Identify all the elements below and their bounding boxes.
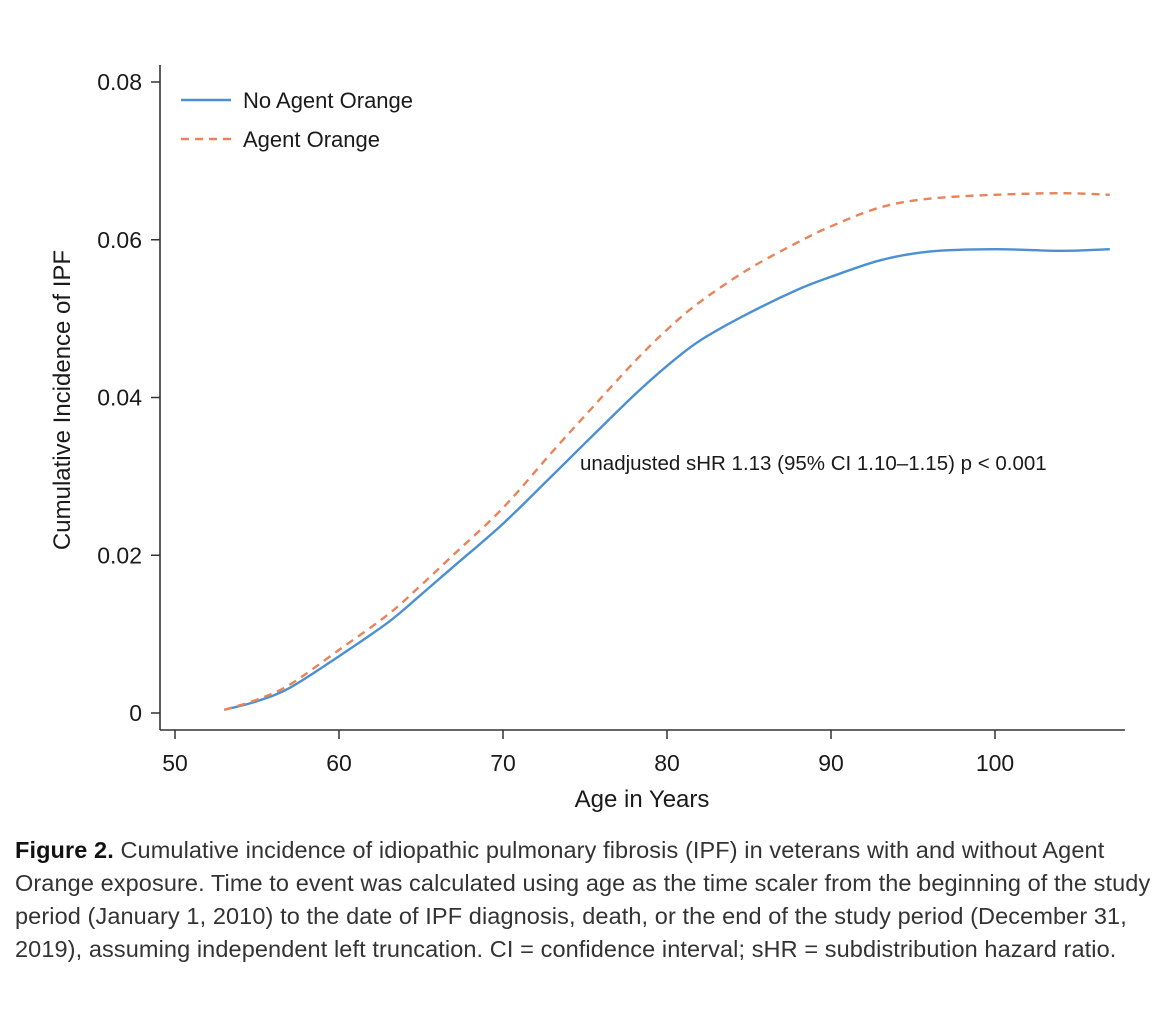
series-line-no-agent-orange (223, 247, 1110, 711)
y-axis-label: Cumulative Incidence of IPF (49, 250, 76, 550)
legend: No Agent Orange Agent Orange (181, 88, 413, 152)
hazard-ratio-annotation: unadjusted sHR 1.13 (95% CI 1.10–1.15) p… (580, 452, 1047, 475)
y-tick-label: 0 (129, 700, 142, 726)
y-tick-label: 0.02 (97, 542, 142, 568)
figure-caption-text: Cumulative incidence of idiopathic pulmo… (15, 837, 1151, 962)
x-tick-label: 50 (162, 750, 188, 776)
legend-entry: No Agent Orange (243, 88, 413, 113)
series-lines (223, 191, 1110, 711)
y-tick-label: 0.06 (97, 227, 142, 253)
x-tick-label: 70 (490, 750, 516, 776)
y-tick-label: 0.08 (97, 69, 142, 95)
axes (159, 65, 1125, 731)
x-tick-label: 80 (654, 750, 680, 776)
figure-caption: Figure 2. Cumulative incidence of idiopa… (15, 834, 1155, 966)
series-line-agent-orange (223, 191, 1110, 711)
x-tick-label: 90 (818, 750, 844, 776)
legend-entry: Agent Orange (243, 127, 380, 152)
x-tick-label: 100 (976, 750, 1014, 776)
ticks: 50 60 70 80 90 100 0 0.02 0.04 0.06 0.08 (97, 69, 1014, 776)
y-tick-label: 0.04 (97, 385, 142, 411)
x-axis-label: Age in Years (575, 786, 710, 813)
x-tick-label: 60 (326, 750, 352, 776)
figure-label: Figure 2. (15, 837, 114, 863)
cumulative-incidence-chart: 50 60 70 80 90 100 0 0.02 0.04 0.06 0.08 No Agent … (49, 65, 1125, 813)
